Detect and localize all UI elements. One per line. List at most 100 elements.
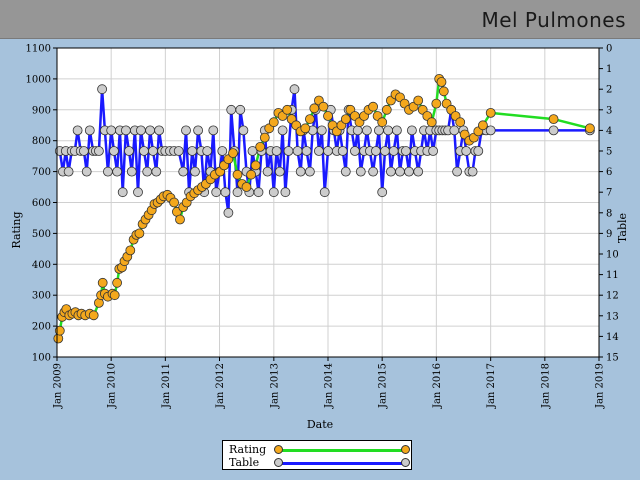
table-data-point [301,146,312,156]
table-data-point [413,166,424,177]
table-data-point [232,187,243,198]
rating-data-point [268,117,279,128]
table-data-point [373,125,384,136]
table-data-point [368,166,379,177]
table-data-point [211,187,222,198]
y-left-tick-label: 700 [32,167,51,178]
rating-data-point [125,245,136,256]
table-data-point [316,125,327,136]
y-right-tick-label: 1 [606,64,612,75]
table-data-point [235,104,246,115]
y-left-tick-label: 100 [32,353,51,364]
rating-data-point [282,104,293,115]
x-tick-label: Jan 2009 [53,363,64,409]
y-right-tick-label: 14 [606,332,619,343]
table-data-point [117,187,128,198]
table-data-point [253,187,264,198]
table-data-point [226,104,237,115]
y-left-tick-label: 1100 [26,44,51,55]
y-right-tick-label: 13 [606,311,619,322]
table-data-point [370,146,381,156]
rating-data-point [436,77,447,87]
rating-data-point [250,160,261,171]
rating-data-point [112,277,122,288]
y-right-tick-label: 9 [606,229,612,240]
table-data-point [271,146,282,156]
table-data-point [135,125,146,136]
table-data-point [377,187,388,198]
table-data-point [121,125,131,136]
y-right-tick-label: 8 [606,208,612,219]
table-data-point [388,146,399,156]
rating-data-point [88,310,99,321]
table-data-point [112,166,122,177]
table-data-point [238,125,249,136]
rating-data-point [246,169,257,180]
table-data-point [323,146,333,156]
table-data-point [268,187,279,198]
x-tick-label: Jan 2011 [161,363,172,409]
rating-data-point [134,228,145,239]
x-tick-label: Jan 2014 [324,363,335,409]
rating-data-point [109,290,120,301]
table-data-point [81,166,92,177]
y-left-tick-label: 500 [32,229,51,240]
y-right-tick-label: 6 [606,167,612,178]
table-data-point [139,146,149,156]
x-tick-label: Jan 2017 [486,363,497,409]
table-data-point [103,166,113,177]
x-tick-label: Jan 2015 [378,363,389,409]
y-right-tick-label: 4 [606,126,612,137]
rating-data-point [300,123,311,134]
table-data-point [154,125,165,136]
table-data-point [202,146,213,156]
rating-data-point [485,108,496,118]
legend-label-table: Table [229,456,260,469]
table-data-point [304,166,315,177]
legend-marker-table-right [401,458,410,467]
y-right-tick-label: 3 [606,105,612,116]
x-tick-label: Jan 2019 [595,363,606,409]
table-data-point [124,146,134,156]
player-name: Mel Pulmones [481,8,626,32]
table-data-point [340,166,351,177]
table-data-point [181,125,191,136]
y-right-tick-label: 0 [606,44,612,55]
header-bar: Mel Pulmones [0,0,640,39]
rating-data-point [455,117,466,128]
table-data-point [280,187,291,198]
y-left-tick-label: 800 [32,136,51,147]
rating-data-point [54,325,65,336]
table-data-point [295,166,306,177]
table-data-point [467,166,478,177]
table-data-point [361,125,372,136]
y-right-tick-label: 7 [606,188,612,199]
y-right-tick-label: 2 [606,85,612,96]
table-data-point [208,125,219,136]
x-tick-label: Jan 2018 [540,363,551,409]
y-left-tick-label: 300 [32,291,51,302]
table-data-point [428,146,439,156]
rating-data-point [413,95,424,106]
table-data-point [84,125,95,136]
legend-item-table: Table [229,456,410,470]
table-data-point [133,187,143,198]
table-data-point [109,146,119,156]
rating-data-point [169,197,180,208]
legend-marker-table-left [274,458,283,467]
y-left-tick-label: 1000 [26,74,51,85]
rating-data-point [340,114,351,124]
rating-data-point [228,148,238,159]
y-right-tick-label: 12 [606,291,619,302]
y-left-tick-label: 200 [32,322,51,333]
rating-data-point [241,182,252,192]
legend-marker-rating-right [401,445,410,454]
rating-data-point [377,117,388,128]
series-layer [53,74,595,344]
y-left-axis: 100 200 300 400 500 600 700 800 900 1000 1100 [26,44,57,364]
legend-item-rating: Rating [229,443,410,457]
y-right-tick-label: 15 [606,353,619,364]
table-data-point [106,125,117,136]
rating-data-point [585,123,595,134]
table-data-point [283,146,294,156]
